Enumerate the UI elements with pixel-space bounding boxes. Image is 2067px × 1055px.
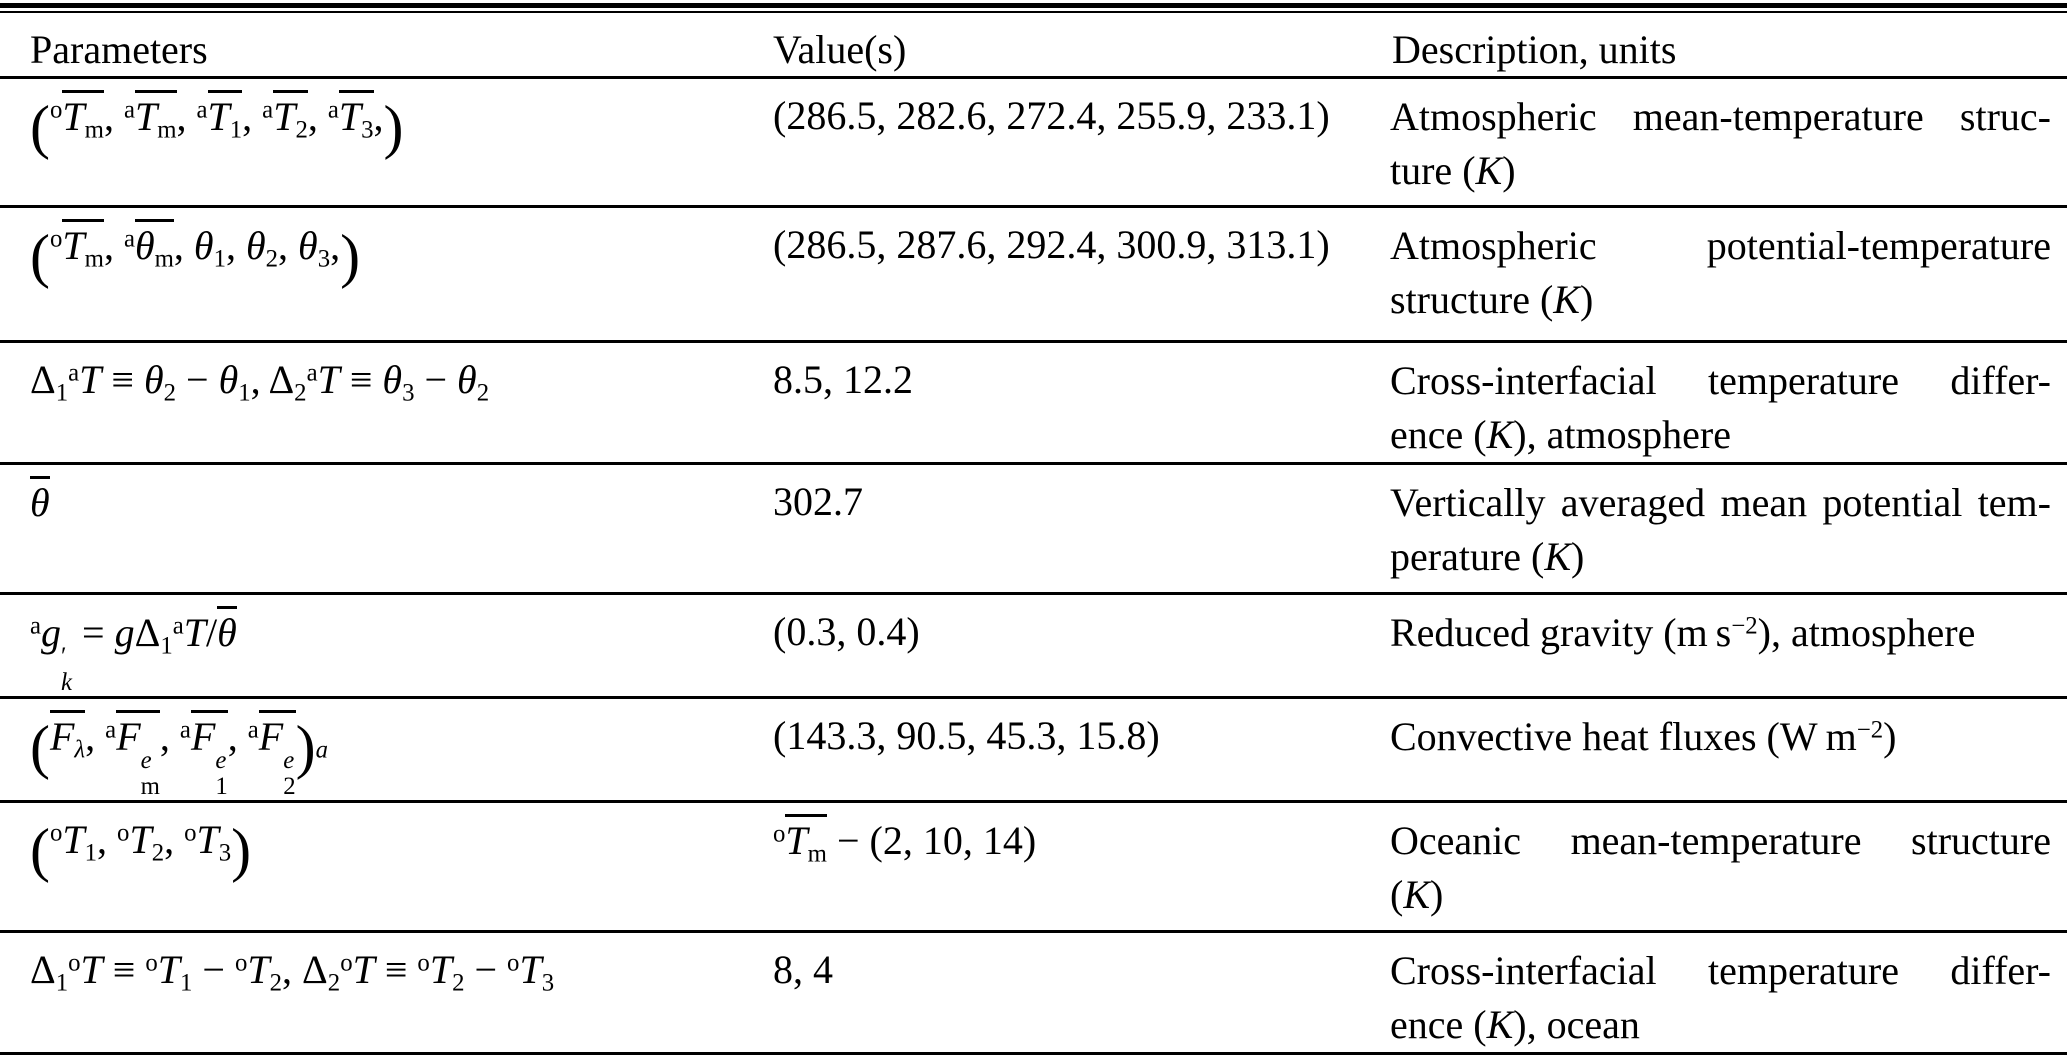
value-cell: oTm − (2, 10, 14): [743, 801, 1362, 931]
value-cell: 8, 4: [773, 946, 833, 992]
param-cell: (oT1, oT2, oT3): [30, 816, 252, 883]
param-cell: ag ′ k = gΔ1aT/θ: [0, 594, 743, 698]
column-header-description: Description, units: [1392, 27, 1677, 72]
table-row: θ 302.7 Vertically averaged mean potenti…: [0, 463, 2067, 594]
desc-line: ture (K): [1390, 148, 1516, 193]
param-cell: (oTm, aTm, aT1, aT2, aT3,): [0, 78, 743, 207]
desc-cell: Atmospheric potential-temperature structu…: [1362, 207, 2067, 342]
param-cell: (oTm, aθm, θ1, θ2, θ3,): [0, 207, 743, 342]
top-rule-gap: [0, 8, 2067, 11]
value-cell: (286.5, 287.6, 292.4, 300.9, 313.1): [773, 222, 1330, 267]
desc-line: ence (K), ocean: [1390, 1001, 1640, 1047]
desc-cell: Vertically averaged mean potential tem-p…: [1362, 464, 2067, 594]
desc-line: structure (K): [1390, 277, 1594, 322]
desc-cell: Atmospheric mean-temperature struc-ture …: [1362, 78, 2067, 207]
table-row: (oTm, aTm, aT1, aT2, aT3,) (286.5, 282.6…: [0, 77, 2067, 207]
table-row: (oTm, aθm, θ1, θ2, θ3,) (286.5, 287.6, 2…: [0, 206, 2067, 342]
value-cell: 302.7: [773, 479, 863, 524]
param-cell: (Fλ, aF e m, aF e 1, aF e 2)a: [0, 697, 743, 801]
value-cell: (286.5, 282.6, 272.4, 255.9, 233.1): [773, 93, 1330, 138]
value-cell: (0.3, 0.4): [773, 609, 920, 654]
desc-line: Cross-interfacial temperature differ-: [1390, 358, 2051, 403]
param-cell: Δ1oT ≡ oT1 − oT2, Δ2oT ≡ oT2 − oT3: [30, 946, 555, 997]
desc-line: Atmospheric mean-temperature struc-: [1390, 94, 2051, 139]
desc-line: Reduced gravity (m s−2), atmosphere: [1390, 610, 1976, 655]
desc-cell: Oceanic mean-temperature structure (K): [1362, 801, 2067, 931]
desc-line: perature (K): [1390, 534, 1585, 579]
desc-line: Oceanic mean-temperature structure: [1390, 817, 2051, 863]
table-row: Δ1aT ≡ θ2 − θ1, Δ2aT ≡ θ3 − θ2 8.5, 12.2…: [0, 341, 2067, 464]
table-row: ag ′ k = gΔ1aT/θ (0.3, 0.4) Reduced gravit…: [0, 593, 2067, 698]
parameters-table: Parameters Value(s) Description, units (…: [0, 11, 2067, 1055]
desc-line: Vertically averaged mean potential tem-: [1390, 480, 2051, 525]
desc-cell: Cross-interfacial temperature differ-enc…: [1362, 931, 2067, 1053]
table-header: Parameters Value(s) Description, units: [0, 12, 2067, 78]
desc-cell: Convective heat fluxes (W m−2): [1362, 697, 2067, 801]
desc-line: Cross-interfacial temperature differ-: [1390, 947, 2051, 993]
header-row: Parameters Value(s) Description, units: [0, 12, 2067, 78]
desc-line: ence (K), atmosphere: [1390, 412, 1731, 457]
table-row: (Fλ, aF e m, aF e 1, aF e 2)a (143.3, 90.5, 45…: [0, 697, 2067, 801]
table-row: Δ1oT ≡ oT1 − oT2, Δ2oT ≡ oT2 − oT3 8, 4 …: [0, 931, 2067, 1053]
desc-line: (K): [1390, 871, 1444, 917]
value-cell: (143.3, 90.5, 45.3, 15.8): [773, 712, 1160, 758]
param-cell: Δ1aT ≡ θ2 − θ1, Δ2aT ≡ θ3 − θ2: [30, 357, 490, 407]
desc-cell: Cross-interfacial temperature differ-enc…: [1362, 342, 2067, 464]
param-cell: θ: [0, 464, 743, 594]
desc-cell: Reduced gravity (m s−2), atmosphere: [1362, 594, 2067, 698]
table-body: (oTm, aTm, aT1, aT2, aT3,) (286.5, 282.6…: [0, 77, 2067, 1054]
desc-line: Atmospheric potential-temperature: [1390, 223, 2051, 268]
table-row: (oT1, oT2, oT3) oTm − (2, 10, 14) Oceani…: [0, 801, 2067, 931]
column-header-values: Value(s): [773, 27, 907, 72]
column-header-parameters: Parameters: [30, 27, 208, 72]
value-cell: 8.5, 12.2: [773, 357, 913, 402]
top-rule-thick: [0, 3, 2067, 8]
desc-line: Convective heat fluxes (W m−2): [1390, 713, 1897, 759]
